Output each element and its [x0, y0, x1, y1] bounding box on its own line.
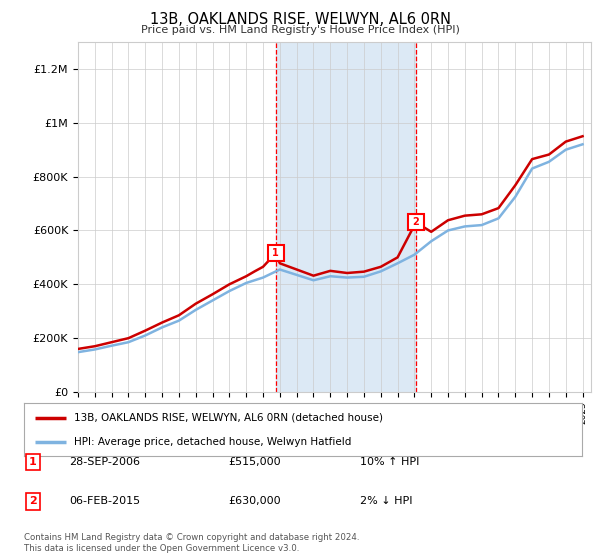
- Text: 06-FEB-2015: 06-FEB-2015: [69, 496, 140, 506]
- Text: £515,000: £515,000: [228, 457, 281, 467]
- Bar: [275, 42, 416, 392]
- Text: 1: 1: [272, 248, 279, 258]
- Text: 13B, OAKLANDS RISE, WELWYN, AL6 0RN: 13B, OAKLANDS RISE, WELWYN, AL6 0RN: [149, 12, 451, 27]
- Text: 13B, OAKLANDS RISE, WELWYN, AL6 0RN (detached house): 13B, OAKLANDS RISE, WELWYN, AL6 0RN (det…: [74, 413, 383, 423]
- Text: 10% ↑ HPI: 10% ↑ HPI: [360, 457, 419, 467]
- Text: Contains HM Land Registry data © Crown copyright and database right 2024.
This d: Contains HM Land Registry data © Crown c…: [24, 533, 359, 553]
- Text: £630,000: £630,000: [228, 496, 281, 506]
- Text: HPI: Average price, detached house, Welwyn Hatfield: HPI: Average price, detached house, Welw…: [74, 437, 352, 447]
- Text: 1: 1: [29, 457, 37, 467]
- Text: Price paid vs. HM Land Registry's House Price Index (HPI): Price paid vs. HM Land Registry's House …: [140, 25, 460, 35]
- Text: 2: 2: [29, 496, 37, 506]
- Text: 2: 2: [413, 217, 419, 227]
- Text: 2% ↓ HPI: 2% ↓ HPI: [360, 496, 413, 506]
- Text: 28-SEP-2006: 28-SEP-2006: [69, 457, 140, 467]
